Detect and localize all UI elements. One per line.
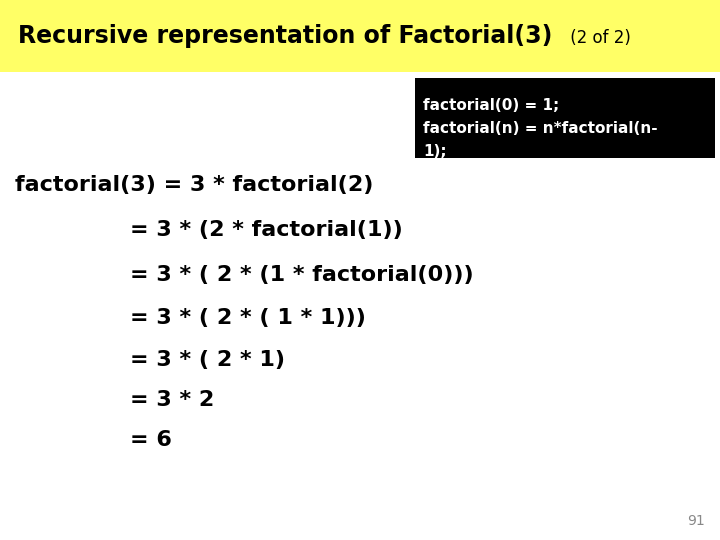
Text: Recursive representation of Factorial(3): Recursive representation of Factorial(3) [18, 24, 552, 48]
Text: = 3 * ( 2 * ( 1 * 1))): = 3 * ( 2 * ( 1 * 1))) [130, 308, 366, 328]
Text: = 6: = 6 [130, 430, 172, 450]
Text: (2 of 2): (2 of 2) [565, 29, 631, 47]
FancyBboxPatch shape [0, 0, 720, 72]
Text: = 3 * (2 * factorial(1)): = 3 * (2 * factorial(1)) [130, 220, 402, 240]
Text: factorial(0) = 1;: factorial(0) = 1; [423, 98, 559, 113]
Text: = 3 * 2: = 3 * 2 [130, 390, 215, 410]
Text: factorial(3) = 3 * factorial(2): factorial(3) = 3 * factorial(2) [15, 175, 374, 195]
Text: = 3 * ( 2 * (1 * factorial(0))): = 3 * ( 2 * (1 * factorial(0))) [130, 265, 474, 285]
Text: factorial(n) = n*factorial(n-: factorial(n) = n*factorial(n- [423, 121, 657, 136]
Text: = 3 * ( 2 * 1): = 3 * ( 2 * 1) [130, 350, 285, 370]
FancyBboxPatch shape [415, 78, 715, 158]
Text: 91: 91 [688, 514, 705, 528]
Text: 1);: 1); [423, 144, 446, 159]
